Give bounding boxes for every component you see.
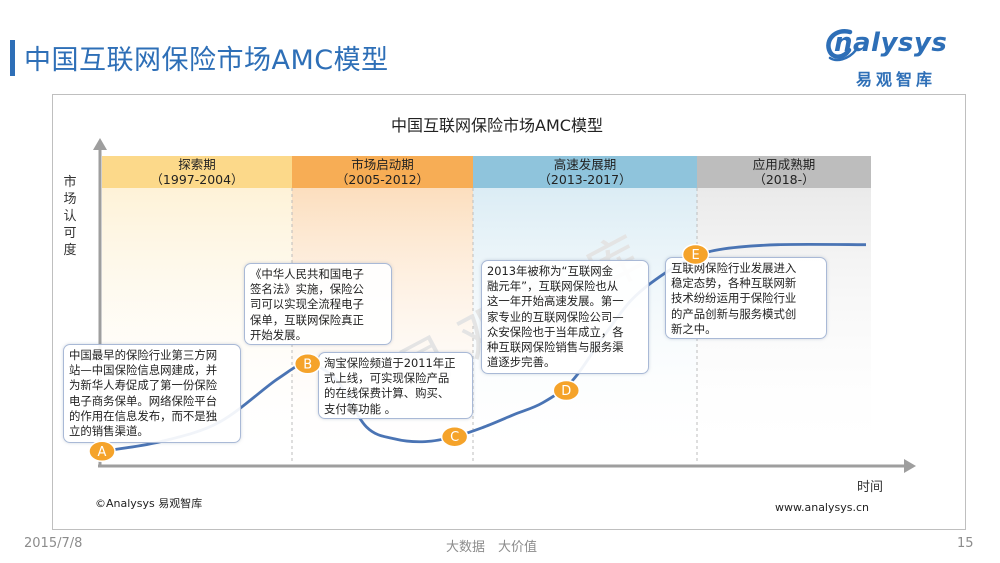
callout-a-line: 站—中国保险信息网建成，并 bbox=[69, 363, 218, 378]
callout-d-line: 种互联网保险销售与服务渠 bbox=[487, 340, 624, 355]
phase-period-2: （2005-2012） bbox=[336, 172, 429, 187]
milestone-label-e: E bbox=[691, 248, 699, 263]
callout-d-line: 家专业的互联网保险公司— bbox=[487, 309, 624, 324]
callout-b-line: 保单，互联网保险真正 bbox=[250, 312, 364, 327]
phase-header-3 bbox=[473, 156, 697, 188]
callout-a: 中国最早的保险行业第三方网 站—中国保险信息网建成，并 为新华人寿促成了第一份保险电… bbox=[63, 344, 241, 443]
footer-date: 2015/7/8 bbox=[24, 536, 83, 551]
analysys-logo: nalysys 易观智库 bbox=[822, 24, 972, 89]
title-accent-bar bbox=[10, 40, 15, 76]
milestone-marker-a bbox=[88, 440, 116, 463]
logo-chinese-name: 易观智库 bbox=[856, 70, 937, 89]
callout-c-line: 支付等功能 。 bbox=[324, 401, 396, 416]
phase-header-4 bbox=[697, 156, 871, 188]
page-number: 15 bbox=[957, 536, 974, 551]
footer-slogan: 大数据 大价值 bbox=[446, 540, 538, 555]
callout-c: 淘宝保险频道于2011年正 式上线，可实现保险产品 的在线保费计算、购买、 支付等功能… bbox=[318, 352, 473, 419]
phase-header-2 bbox=[292, 156, 473, 188]
phase-period-4: （2018-） bbox=[753, 172, 814, 187]
logo-wordmark: nalysys bbox=[834, 28, 948, 58]
callout-a-line: 的作用在信息发布，而不是独 bbox=[69, 408, 218, 423]
callout-d-line: 众安保险也于当年成立，各 bbox=[487, 324, 624, 339]
callout-c-line: 式上线，可实现保险产品 bbox=[324, 371, 450, 386]
callout-e-line: 新之中。 bbox=[671, 321, 717, 336]
milestone-label-a: A bbox=[98, 445, 107, 460]
callout-e-line: 稳定态势，各种互联网新 bbox=[671, 276, 797, 291]
callout-e-line: 技术纷纷运用于保险行业 bbox=[671, 291, 797, 306]
phase-name-2: 市场启动期 bbox=[351, 157, 414, 172]
source-note: ©Analysys 易观智库 bbox=[95, 496, 202, 510]
callout-c-line: 的在线保费计算、购买、 bbox=[324, 386, 450, 401]
callout-d-line: 道逐步完善。 bbox=[487, 355, 556, 370]
callout-d-line: 这一年开始高速发展。第一 bbox=[487, 294, 624, 309]
logo-swoosh-icon bbox=[826, 28, 858, 62]
chart-title: 中国互联网保险市场AMC模型 bbox=[391, 116, 603, 135]
callout-a-line: 电子商务保单。网络保险平台 bbox=[69, 393, 218, 408]
phase-period-1: （1997-2004） bbox=[150, 172, 243, 187]
milestone-label-d: D bbox=[561, 384, 571, 399]
phase-name-4: 应用成熟期 bbox=[753, 157, 816, 172]
x-axis-arrow bbox=[904, 459, 916, 473]
page-title: 中国互联网保险市场AMC模型 bbox=[24, 45, 389, 76]
milestone-marker-b bbox=[293, 353, 322, 375]
callout-b-line: 《中华人民共和国电子 bbox=[250, 267, 364, 281]
milestone-marker-c bbox=[440, 425, 469, 448]
callout-e-line: 的产品创新与服务模式创 bbox=[671, 306, 797, 321]
callout-a-line: 立的销售渠道。 bbox=[69, 424, 149, 439]
y-axis-arrow bbox=[93, 138, 107, 150]
milestone-label-b: B bbox=[303, 357, 312, 372]
phase-period-3: （2013-2017） bbox=[538, 172, 631, 187]
website: www.analysys.cn bbox=[775, 501, 869, 514]
y-axis-label: 市场认可度 bbox=[63, 174, 76, 258]
callout-a-line: 中国最早的保险行业第三方网 bbox=[69, 348, 218, 362]
milestone-label-c: C bbox=[450, 430, 459, 445]
phase-header-1 bbox=[102, 156, 292, 188]
callout-a-line: 为新华人寿促成了第一份保险 bbox=[69, 378, 218, 393]
callout-e: 互联网保险行业发展进入 稳定态势，各种互联网新 技术纷纷运用于保险行业 的产品创新与服… bbox=[665, 257, 827, 339]
callout-b: 《中华人民共和国电子 签名法》实施，保险公 司可以实现全流程电子 保单，互联网保险真正… bbox=[244, 263, 392, 345]
callout-e-line: 互联网保险行业发展进入 bbox=[671, 261, 797, 275]
x-axis-label: 时间 bbox=[857, 480, 883, 495]
milestone-marker-e bbox=[681, 243, 710, 266]
phase-name-3: 高速发展期 bbox=[554, 157, 617, 172]
callout-b-line: 签名法》实施，保险公 bbox=[250, 282, 364, 297]
callout-c-line: 淘宝保险频道于2011年正 bbox=[324, 356, 456, 370]
phase-name-1: 探索期 bbox=[178, 157, 216, 172]
callout-b-line: 司可以实现全流程电子 bbox=[250, 297, 364, 312]
milestone-marker-d bbox=[552, 379, 581, 402]
callout-d-line: 融元年”，互联网保险也从 bbox=[487, 279, 619, 294]
callout-d: 2013年被称为“互联网金 融元年”，互联网保险也从 这一年开始高速发展。第一 家专业… bbox=[481, 260, 649, 374]
callout-b-line: 开始发展。 bbox=[250, 327, 307, 342]
callout-d-line: 2013年被称为“互联网金 bbox=[487, 264, 614, 278]
